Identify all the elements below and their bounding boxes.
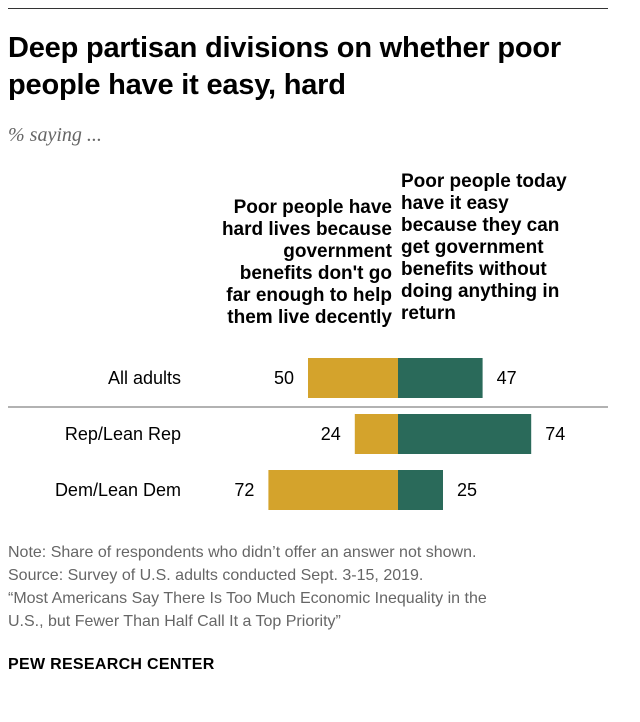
- left-header-line: government: [283, 241, 392, 262]
- left-header-line: benefits don't go: [239, 263, 392, 284]
- left-header-line: far enough to help: [226, 285, 392, 306]
- chart-title: Deep partisan divisions on whether poor …: [8, 32, 561, 101]
- right-header-line: benefits without: [401, 259, 547, 280]
- category-label: All adults: [108, 368, 181, 388]
- value-label: 24: [321, 424, 341, 444]
- bar-have-it-easy: [398, 470, 443, 510]
- right-header-line: have it easy: [401, 193, 509, 214]
- value-label: 72: [234, 480, 254, 500]
- bar-hard-lives: [308, 358, 398, 398]
- report-title-line: “Most Americans Say There Is Too Much Ec…: [8, 590, 487, 607]
- left-column-header: Poor people have hard lives because gove…: [150, 197, 392, 329]
- chart-subtitle: % saying ...: [8, 124, 102, 146]
- right-header-line: get government: [401, 237, 544, 258]
- right-header-line: Poor people today: [401, 171, 567, 192]
- right-header-line: doing anything in: [401, 281, 560, 302]
- category-label: Dem/Lean Dem: [55, 480, 181, 500]
- right-column-header: Poor people today have it easy because t…: [401, 171, 621, 325]
- top-rule: [8, 8, 608, 9]
- left-header-line: hard lives because: [221, 219, 392, 240]
- category-label: Rep/Lean Rep: [65, 424, 181, 444]
- right-header-line: because they can: [401, 215, 560, 236]
- chart-notes: Note: Share of respondents who didn’t of…: [8, 541, 628, 633]
- value-label: 74: [545, 424, 565, 444]
- note-text: Note: Share of respondents who didn’t of…: [8, 544, 477, 561]
- bar-hard-lives: [354, 414, 398, 454]
- diverging-bar-chart: All adults 50 47 Rep/Lean Rep 24 74 Dem/Lean D…: [8, 358, 608, 510]
- value-label: 50: [274, 368, 294, 388]
- right-header-line: return: [401, 303, 456, 324]
- left-header-line: Poor people have: [233, 197, 392, 218]
- report-title-line: U.S., but Fewer Than Half Call It a Top …: [8, 613, 341, 630]
- value-label: 47: [497, 368, 517, 388]
- bar-have-it-easy: [398, 414, 532, 454]
- value-label: 25: [457, 480, 477, 500]
- bar-hard-lives: [268, 470, 398, 510]
- organization-name: PEW RESEARCH CENTER: [8, 656, 215, 673]
- bar-have-it-easy: [398, 358, 483, 398]
- left-header-line: them live decently: [227, 307, 392, 328]
- source-text: Source: Survey of U.S. adults conducted …: [8, 567, 424, 584]
